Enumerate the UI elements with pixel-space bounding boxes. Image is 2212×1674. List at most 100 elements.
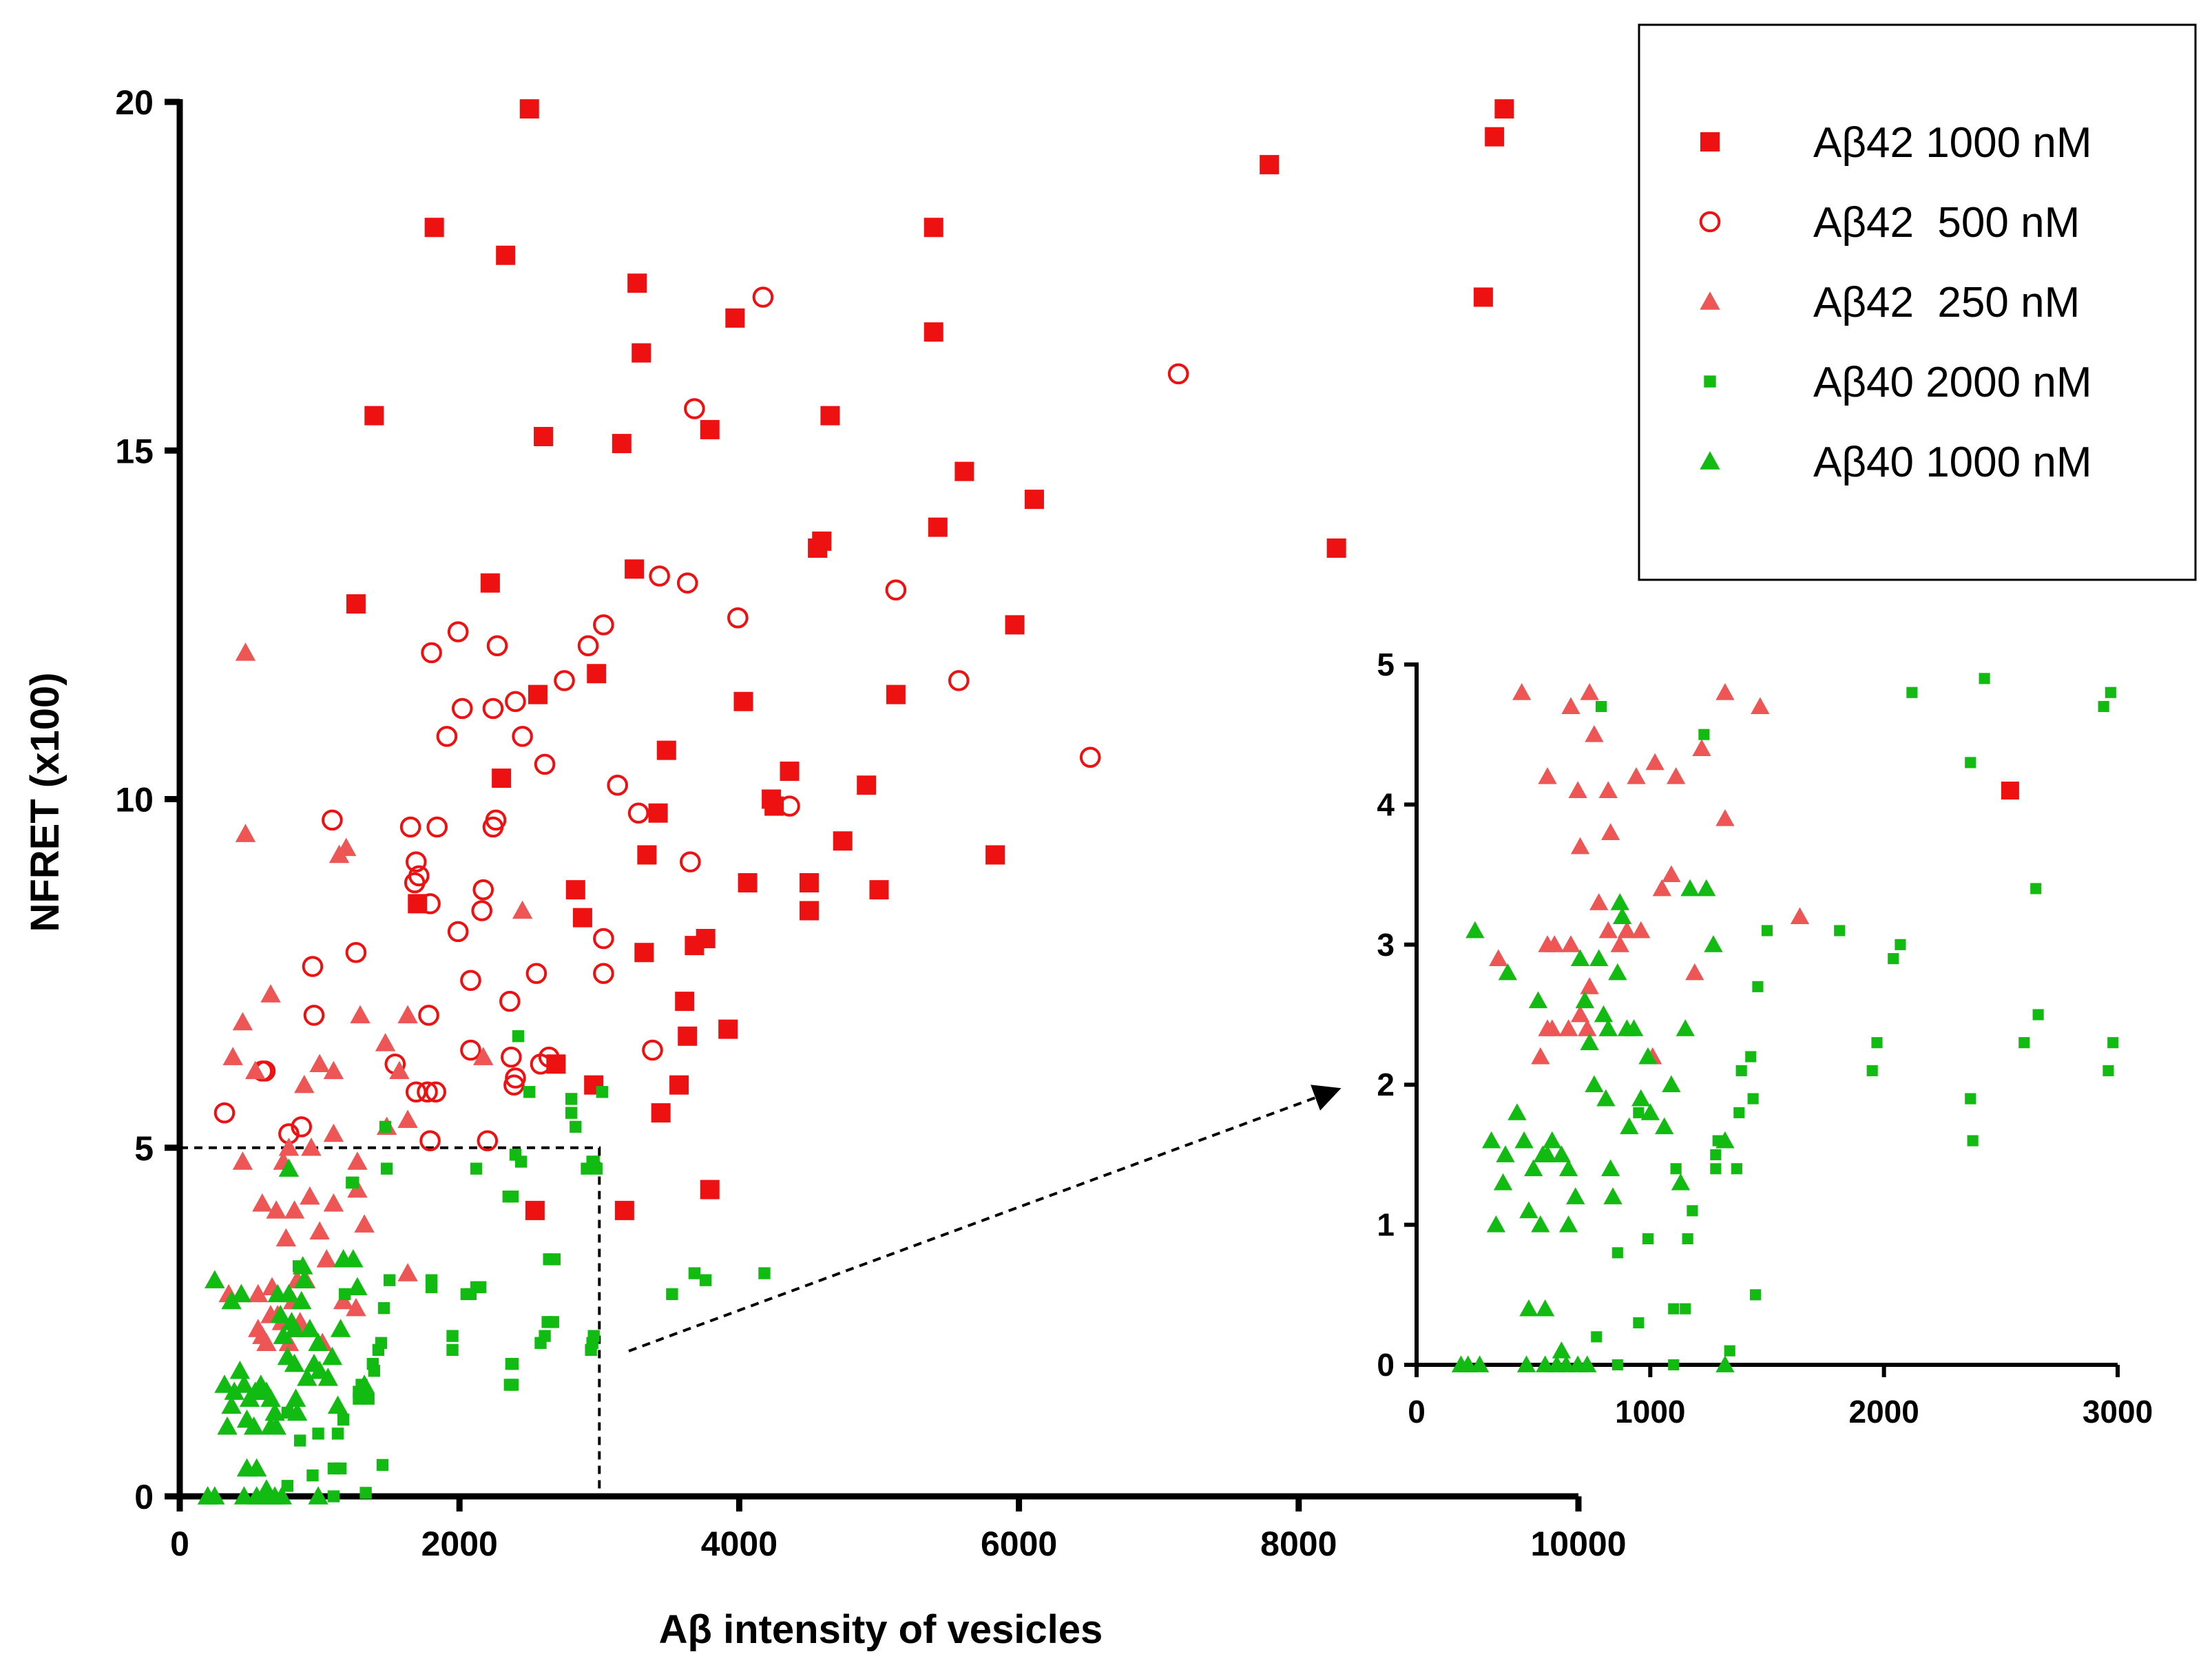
data-point	[294, 1270, 315, 1288]
data-point	[436, 726, 458, 747]
data-point	[252, 1326, 273, 1344]
data-point	[247, 1458, 267, 1477]
inset-data-point	[1682, 1233, 1693, 1244]
inset-data-point	[1631, 1089, 1651, 1107]
data-point	[278, 1138, 300, 1156]
inset-data-point	[1670, 1163, 1682, 1175]
inset-data-point	[1465, 921, 1485, 939]
inset-data-point	[1610, 893, 1629, 910]
data-point	[607, 774, 629, 796]
data-point	[248, 1284, 269, 1303]
inset-data-point	[1640, 1103, 1660, 1120]
data-point	[799, 901, 819, 921]
inset-data-point	[1589, 949, 1609, 967]
data-point	[738, 873, 758, 892]
inset-data-point	[2018, 1037, 2030, 1049]
x-axis-title: Aβ intensity of vesicles	[659, 1607, 1103, 1652]
inset-data-point	[1512, 683, 1532, 700]
data-point	[948, 670, 970, 691]
data-point	[327, 1490, 340, 1503]
data-point	[293, 1256, 313, 1275]
data-point	[300, 1319, 320, 1337]
data-point	[928, 517, 948, 537]
data-point	[512, 1030, 525, 1043]
inset-data-point	[1594, 1005, 1614, 1023]
inset-data-point	[2105, 687, 2116, 698]
data-point	[627, 802, 649, 824]
inset-y-tick-label: 4	[1377, 786, 1395, 822]
inset-data-point	[1538, 767, 1557, 784]
y-tick-label: 20	[115, 83, 154, 122]
data-point	[593, 614, 614, 636]
data-point	[317, 1368, 338, 1386]
data-point	[470, 1281, 483, 1293]
inset-data-point	[1598, 781, 1618, 798]
inset-data-point	[1715, 809, 1735, 826]
inset-data-point	[1561, 935, 1580, 952]
data-point	[376, 1458, 389, 1472]
data-point	[243, 1416, 264, 1435]
data-point	[197, 1486, 218, 1505]
data-point	[587, 1330, 600, 1342]
data-point	[779, 795, 800, 817]
inset-data-point	[1979, 673, 1990, 684]
inset-data-point	[1531, 1215, 1550, 1233]
data-point	[334, 1462, 347, 1475]
data-point	[244, 1060, 266, 1080]
inset-x-tick-label: 0	[1408, 1394, 1426, 1430]
inset-data-point	[1489, 949, 1508, 967]
data-point	[301, 1138, 322, 1156]
data-point	[528, 684, 547, 704]
data-point	[473, 1047, 494, 1065]
data-point	[519, 99, 539, 119]
inset-data-point	[1538, 1145, 1557, 1162]
inset-data-points	[1451, 673, 2119, 1372]
inset-data-point	[1600, 1159, 1620, 1177]
inset-data-point	[1612, 907, 1632, 925]
legend-entries: Aβ42 1000 nM Aβ42 500 nM Aβ42 250 nM Aβ40 2…	[1699, 119, 2091, 486]
data-point	[1079, 746, 1101, 768]
inset-y-tick-label: 3	[1377, 927, 1395, 963]
data-point	[397, 1263, 418, 1281]
data-point	[205, 1270, 225, 1288]
data-point	[397, 1109, 418, 1129]
data-point	[308, 1486, 328, 1505]
inset-ticks: 0 1000 2000 3000 0 1 2 3 4 5	[1377, 647, 2153, 1430]
legend-box	[1638, 23, 2197, 581]
y-tick-label: 10	[115, 781, 154, 819]
inset-data-point	[1715, 683, 1735, 700]
legend-entry: Aβ40 2000 nM	[1704, 359, 2091, 406]
data-point	[799, 873, 819, 892]
data-point	[425, 1281, 438, 1293]
legend-marker	[1700, 451, 1720, 470]
data-point	[460, 1288, 473, 1301]
inset-data-point	[2107, 1037, 2119, 1049]
legend-entry: Aβ42 250 nM	[1700, 279, 2080, 326]
inset-data-point	[1535, 1299, 1555, 1317]
data-point	[266, 1200, 286, 1219]
inset-data-point	[2030, 883, 2042, 894]
data-point	[1167, 363, 1189, 385]
inset-series-aβ40-2000-nm	[1591, 673, 2119, 1371]
data-point	[530, 1053, 552, 1075]
data-point	[337, 1413, 350, 1426]
inset-data-point	[1611, 1247, 1623, 1259]
inset-data-point	[1507, 1103, 1527, 1120]
legend-label: Aβ42 500 nM	[1813, 199, 2080, 247]
data-point	[885, 579, 907, 601]
data-point	[379, 1120, 392, 1133]
data-point	[780, 762, 800, 781]
data-point	[642, 1039, 663, 1061]
inset-data-point	[1514, 1131, 1534, 1149]
data-point	[543, 1253, 555, 1266]
data-point	[327, 1395, 348, 1414]
inset-data-point	[1568, 781, 1587, 798]
legend-marker	[1700, 291, 1720, 310]
inset-data-point	[1965, 757, 1976, 768]
data-point	[338, 1288, 351, 1301]
data-point	[377, 1301, 390, 1315]
inset-data-point	[1967, 1135, 1979, 1147]
inset-data-point	[1528, 991, 1548, 1009]
data-point	[232, 1151, 253, 1170]
